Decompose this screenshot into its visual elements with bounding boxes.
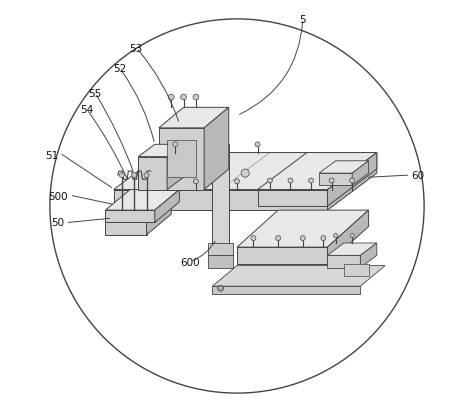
- Polygon shape: [328, 211, 369, 264]
- Circle shape: [301, 236, 305, 241]
- Polygon shape: [105, 202, 171, 223]
- Polygon shape: [360, 243, 377, 268]
- Polygon shape: [155, 190, 180, 223]
- Polygon shape: [105, 223, 146, 235]
- Polygon shape: [257, 153, 377, 190]
- Polygon shape: [208, 256, 233, 268]
- Polygon shape: [138, 157, 167, 190]
- Polygon shape: [237, 247, 328, 264]
- Circle shape: [334, 234, 338, 238]
- Circle shape: [235, 179, 239, 184]
- Circle shape: [350, 234, 354, 238]
- Polygon shape: [105, 211, 155, 223]
- Polygon shape: [208, 243, 233, 256]
- Circle shape: [168, 95, 174, 101]
- Circle shape: [173, 142, 178, 147]
- Circle shape: [193, 95, 199, 101]
- Text: 52: 52: [113, 64, 127, 74]
- Text: 55: 55: [89, 89, 102, 99]
- Polygon shape: [352, 161, 369, 186]
- Polygon shape: [328, 153, 377, 206]
- Polygon shape: [344, 264, 369, 276]
- Polygon shape: [328, 243, 377, 256]
- Polygon shape: [167, 145, 183, 190]
- Circle shape: [181, 95, 186, 101]
- Circle shape: [276, 236, 281, 241]
- Text: 53: 53: [129, 44, 143, 54]
- Polygon shape: [257, 190, 328, 206]
- Text: 51: 51: [46, 150, 59, 160]
- Polygon shape: [212, 266, 385, 287]
- Polygon shape: [319, 161, 369, 174]
- Circle shape: [144, 173, 149, 178]
- Text: 54: 54: [80, 105, 93, 115]
- Circle shape: [309, 178, 313, 183]
- Text: 600: 600: [180, 257, 200, 267]
- Polygon shape: [328, 153, 377, 211]
- Polygon shape: [237, 211, 369, 247]
- Circle shape: [255, 142, 260, 147]
- Text: 5: 5: [300, 15, 306, 25]
- Polygon shape: [114, 190, 328, 211]
- Circle shape: [251, 236, 256, 241]
- Polygon shape: [159, 108, 229, 128]
- Polygon shape: [159, 128, 204, 190]
- Polygon shape: [319, 174, 352, 186]
- Polygon shape: [146, 202, 171, 235]
- Circle shape: [350, 178, 355, 183]
- Circle shape: [241, 170, 249, 178]
- Polygon shape: [167, 141, 196, 178]
- Polygon shape: [204, 108, 229, 190]
- Text: 50: 50: [52, 218, 64, 228]
- Text: 500: 500: [48, 191, 68, 201]
- Polygon shape: [114, 153, 377, 190]
- Polygon shape: [212, 145, 229, 256]
- Text: 60: 60: [411, 171, 425, 181]
- Circle shape: [329, 178, 334, 183]
- Circle shape: [119, 173, 124, 178]
- Circle shape: [132, 173, 137, 178]
- Circle shape: [288, 178, 293, 183]
- Circle shape: [218, 286, 223, 292]
- Polygon shape: [105, 190, 180, 211]
- Polygon shape: [328, 256, 360, 268]
- Polygon shape: [212, 287, 360, 295]
- Circle shape: [321, 236, 326, 241]
- Circle shape: [267, 178, 273, 183]
- Polygon shape: [138, 145, 183, 157]
- Circle shape: [193, 179, 198, 184]
